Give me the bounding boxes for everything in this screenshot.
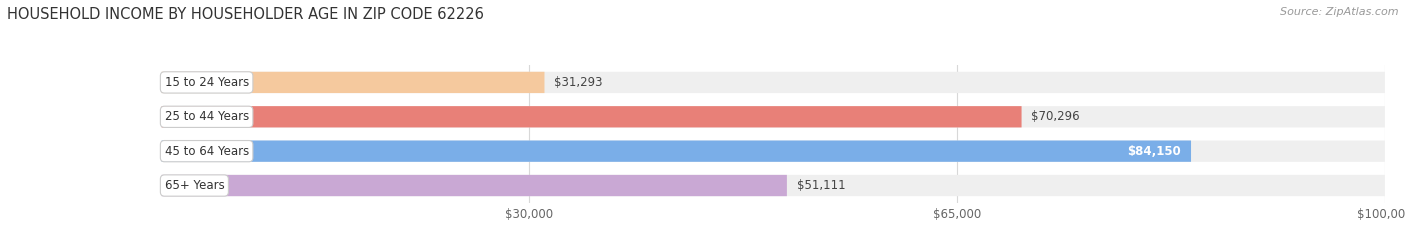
Text: 65+ Years: 65+ Years	[165, 179, 224, 192]
FancyBboxPatch shape	[162, 106, 1022, 127]
FancyBboxPatch shape	[162, 175, 1385, 196]
Text: $70,296: $70,296	[1032, 110, 1080, 123]
Text: $84,150: $84,150	[1128, 145, 1181, 158]
FancyBboxPatch shape	[162, 140, 1385, 162]
Text: $31,293: $31,293	[554, 76, 603, 89]
FancyBboxPatch shape	[162, 106, 1385, 127]
FancyBboxPatch shape	[162, 175, 787, 196]
Text: Source: ZipAtlas.com: Source: ZipAtlas.com	[1281, 7, 1399, 17]
FancyBboxPatch shape	[162, 72, 1385, 93]
Text: 15 to 24 Years: 15 to 24 Years	[165, 76, 249, 89]
FancyBboxPatch shape	[162, 140, 1191, 162]
Text: HOUSEHOLD INCOME BY HOUSEHOLDER AGE IN ZIP CODE 62226: HOUSEHOLD INCOME BY HOUSEHOLDER AGE IN Z…	[7, 7, 484, 22]
FancyBboxPatch shape	[162, 72, 544, 93]
Text: 25 to 44 Years: 25 to 44 Years	[165, 110, 249, 123]
Text: $51,111: $51,111	[797, 179, 845, 192]
Text: 45 to 64 Years: 45 to 64 Years	[165, 145, 249, 158]
